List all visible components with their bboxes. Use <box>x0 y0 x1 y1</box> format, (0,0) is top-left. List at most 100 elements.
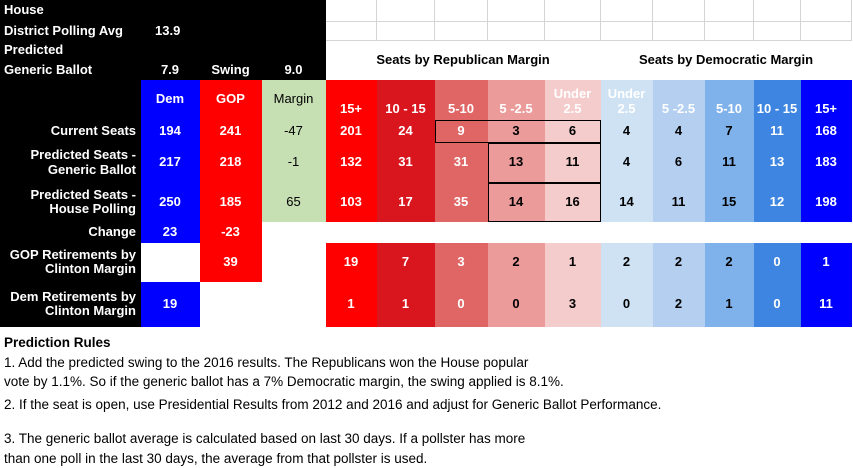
dem-value <box>141 243 200 282</box>
highlight-box <box>488 143 601 183</box>
bucket-value: 35 <box>435 183 488 222</box>
bucket-value: 2 <box>653 282 705 327</box>
header-bucket-9: 15+ <box>801 80 852 120</box>
rule-2: 2. If the seat is open, use Presidential… <box>4 397 662 412</box>
row-label: Dem Retirements by Clinton Margin <box>0 282 141 327</box>
bucket-value: 4 <box>653 120 705 143</box>
header-bucket-8: 10 - 15 <box>754 80 801 120</box>
bucket-value <box>488 222 545 243</box>
bucket-value <box>705 222 754 243</box>
bucket-value: 12 <box>754 183 801 222</box>
gop-value: 241 <box>200 120 262 143</box>
bucket-value: 0 <box>435 282 488 327</box>
empty-cell <box>601 0 653 22</box>
bucket-value: 4 <box>601 120 653 143</box>
empty-cell <box>653 0 705 22</box>
rule-1-line-2: vote by 1.1%. So if the generic ballot h… <box>4 374 564 389</box>
bucket-value: 19 <box>326 243 377 282</box>
row-label: Current Seats <box>0 120 141 143</box>
bucket-value: 0 <box>754 243 801 282</box>
gop-value: -23 <box>200 222 262 243</box>
bucket-value: 24 <box>377 120 435 143</box>
bucket-value: 2 <box>653 243 705 282</box>
bucket-value <box>377 222 435 243</box>
bucket-value: 1 <box>705 282 754 327</box>
dem-value: 250 <box>141 183 200 222</box>
swing-label: Swing <box>200 61 262 80</box>
header-bucket-7: 5-10 <box>705 80 754 120</box>
bucket-value: 3 <box>435 243 488 282</box>
empty-cell <box>754 22 801 41</box>
gop-value: 39 <box>200 243 262 282</box>
bucket-value: 103 <box>326 183 377 222</box>
bucket-value: 183 <box>801 143 852 183</box>
bucket-value: 1 <box>545 243 601 282</box>
highlight-box <box>488 183 601 222</box>
bucket-value <box>601 222 653 243</box>
dem-margin-header: Seats by Democratic Margin <box>601 41 852 80</box>
empty-cell <box>377 0 435 22</box>
row-label: GOP Retirements by Clinton Margin <box>0 243 141 282</box>
bucket-value <box>754 222 801 243</box>
margin-value: 65 <box>262 183 326 222</box>
bucket-value: 6 <box>653 143 705 183</box>
bucket-value <box>801 222 852 243</box>
bucket-value: 0 <box>488 282 545 327</box>
bucket-value: 132 <box>326 143 377 183</box>
bucket-value: 0 <box>754 282 801 327</box>
margin-value: -47 <box>262 120 326 143</box>
bucket-value: 1 <box>801 243 852 282</box>
header-bucket-6: 5 -2.5 <box>653 80 705 120</box>
bucket-value <box>653 222 705 243</box>
bucket-value: 168 <box>801 120 852 143</box>
house-label: House <box>0 0 141 22</box>
bucket-value: 2 <box>601 243 653 282</box>
empty-cell <box>801 0 852 22</box>
bucket-value <box>326 222 377 243</box>
margin-value <box>262 243 326 282</box>
dem-value: 23 <box>141 222 200 243</box>
bucket-value: 3 <box>545 282 601 327</box>
bucket-value: 7 <box>705 120 754 143</box>
highlight-box <box>435 120 601 143</box>
empty-cell <box>705 22 754 41</box>
header-bucket-5: Under 2.5 <box>601 80 653 120</box>
bucket-value: 13 <box>754 143 801 183</box>
bucket-value: 14 <box>601 183 653 222</box>
generic-ballot-label: Generic Ballot <box>0 61 141 80</box>
bucket-value: 201 <box>326 120 377 143</box>
empty-cell <box>488 22 545 41</box>
bucket-value: 15 <box>705 183 754 222</box>
margin-value: -1 <box>262 143 326 183</box>
row-label: Predicted Seats - Generic Ballot <box>0 143 141 183</box>
header-bucket-2: 5-10 <box>435 80 488 120</box>
margin-value <box>262 282 326 327</box>
bucket-value: 1 <box>326 282 377 327</box>
bucket-value: 1 <box>377 282 435 327</box>
header-dem: Dem <box>141 80 200 120</box>
rules-title: Prediction Rules <box>4 335 111 350</box>
rep-margin-header: Seats by Republican Margin <box>326 41 601 80</box>
empty-cell <box>801 22 852 41</box>
bucket-value: 31 <box>435 143 488 183</box>
header-bucket-3: 5 -2.5 <box>488 80 545 120</box>
bucket-value: 11 <box>801 282 852 327</box>
header-bucket-0: 15+ <box>326 80 377 120</box>
empty-cell <box>601 22 653 41</box>
empty-cell <box>754 0 801 22</box>
dem-value: 194 <box>141 120 200 143</box>
bucket-value: 198 <box>801 183 852 222</box>
bucket-value: 7 <box>377 243 435 282</box>
dem-value: 217 <box>141 143 200 183</box>
empty-cell <box>705 0 754 22</box>
bucket-value: 0 <box>601 282 653 327</box>
empty-cell <box>377 22 435 41</box>
bucket-value: 11 <box>653 183 705 222</box>
predicted-label: Predicted <box>0 41 141 61</box>
empty-cell <box>435 0 488 22</box>
bucket-value: 11 <box>754 120 801 143</box>
empty-cell <box>326 0 377 22</box>
gop-value: 185 <box>200 183 262 222</box>
bucket-value: 4 <box>601 143 653 183</box>
bucket-value: 2 <box>488 243 545 282</box>
